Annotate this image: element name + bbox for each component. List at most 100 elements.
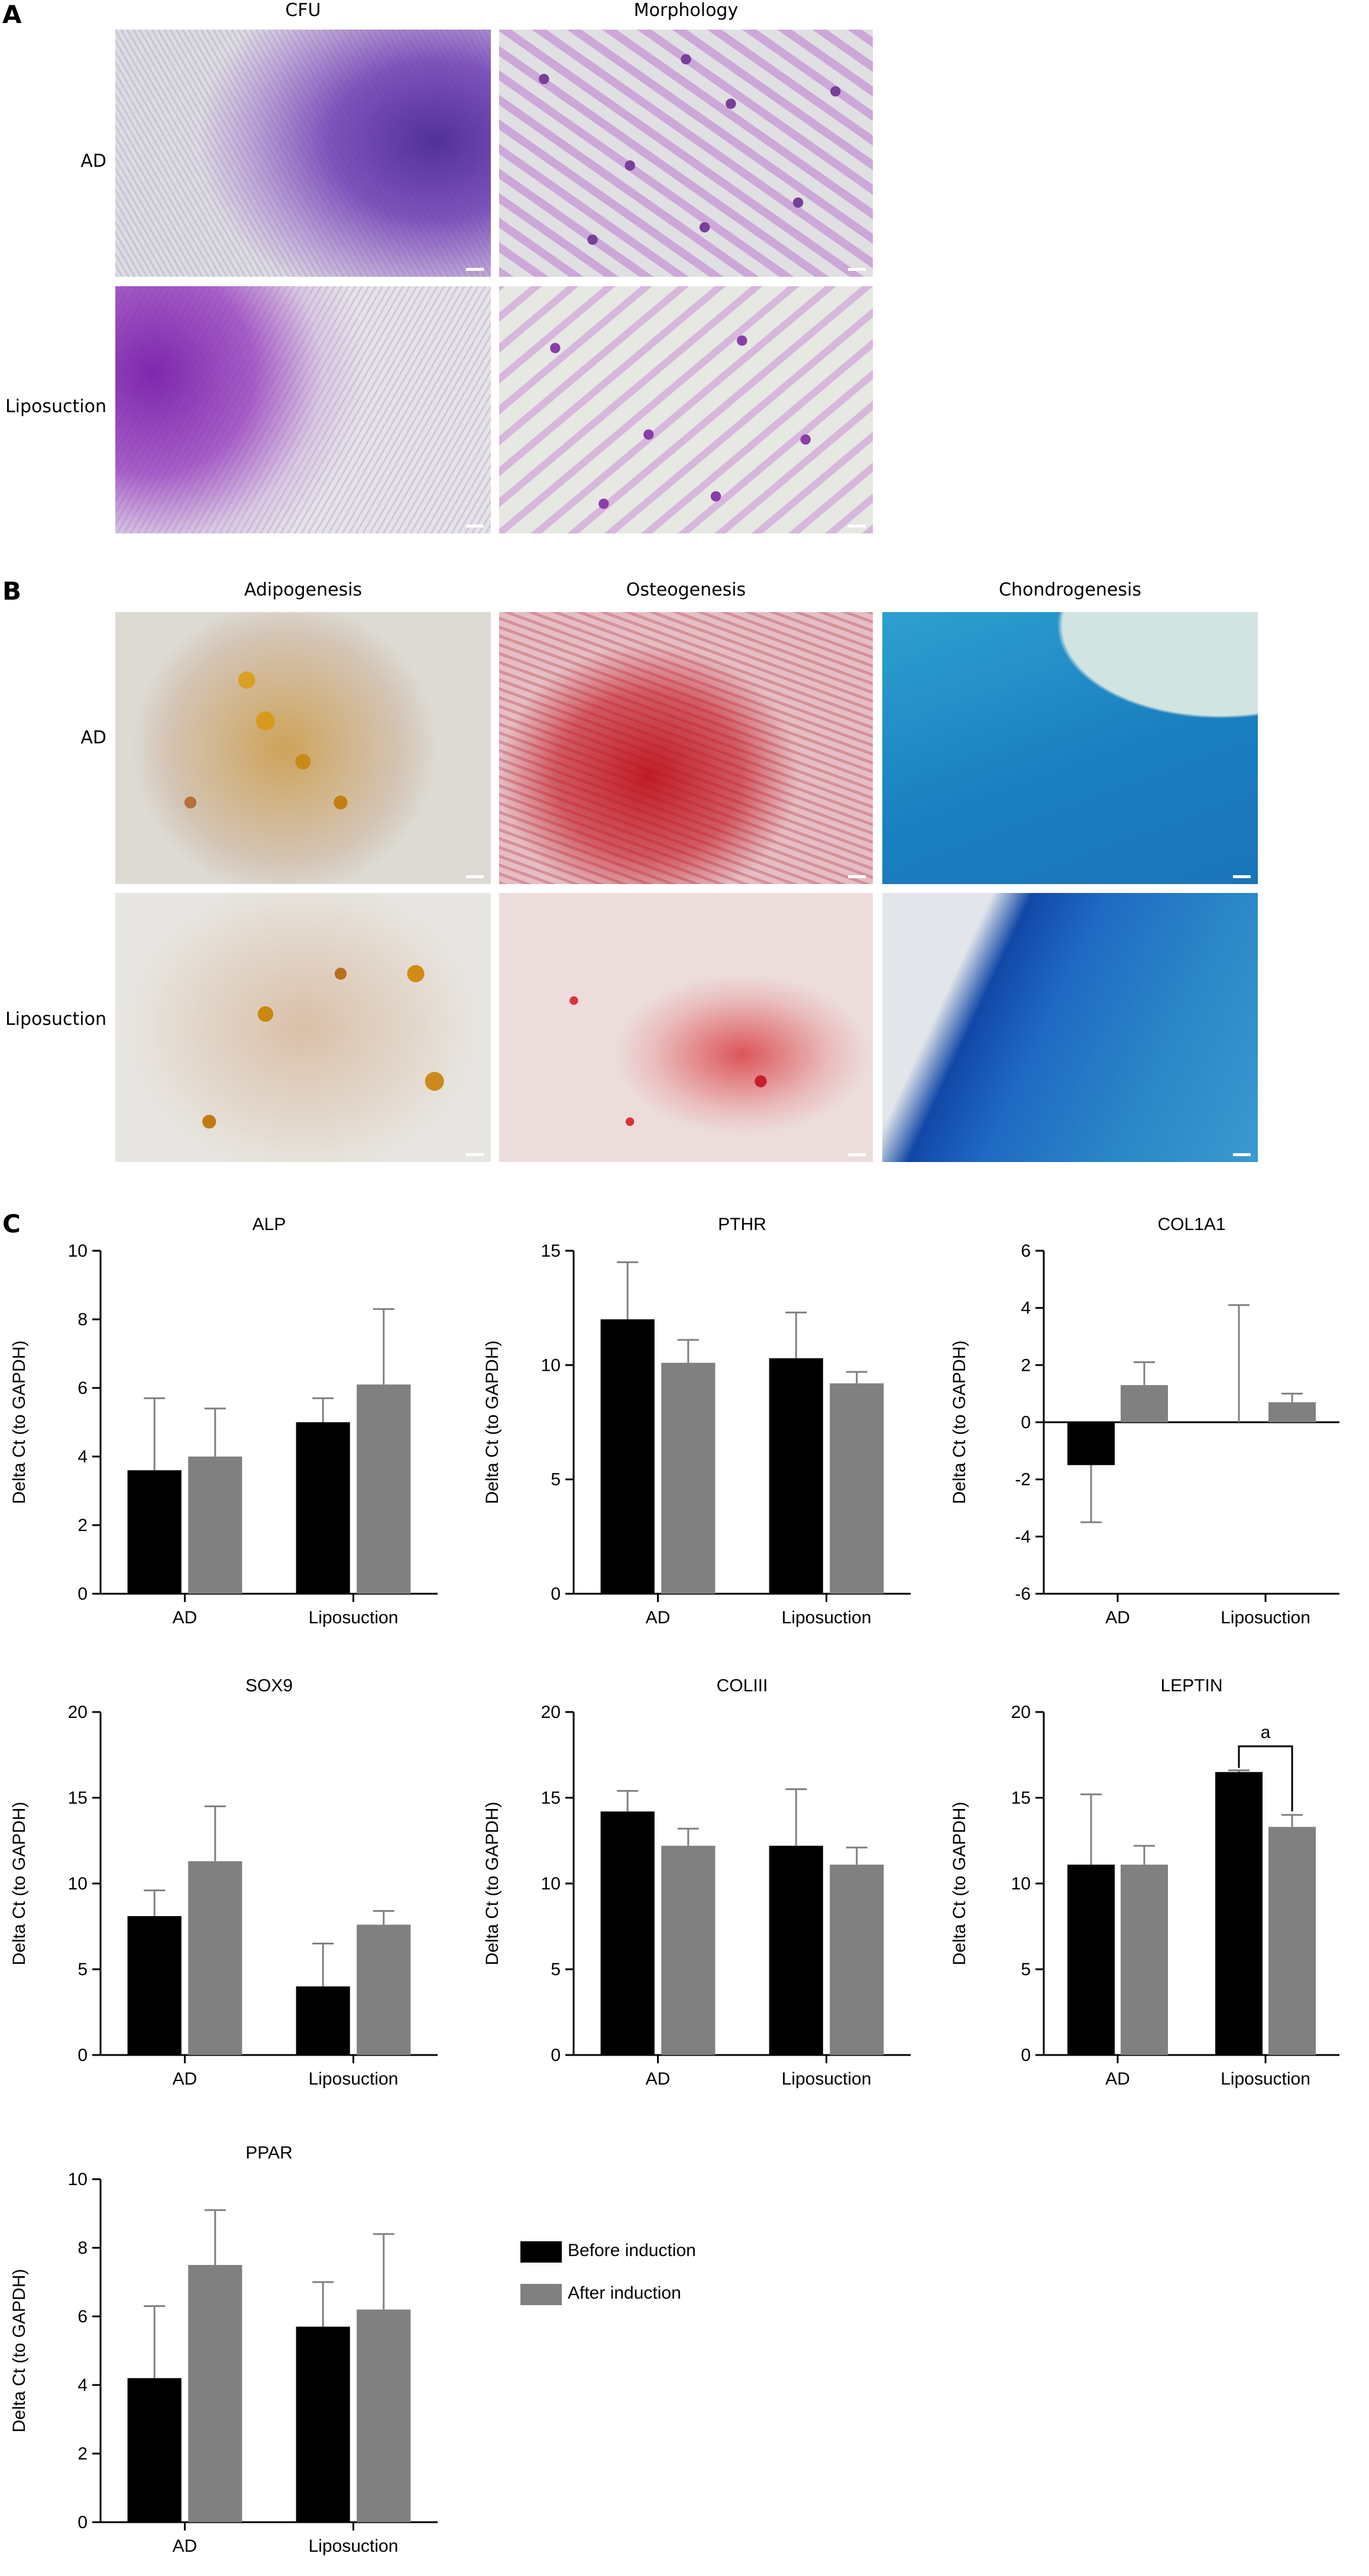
scale-bar	[466, 875, 484, 878]
bar-before	[1215, 1772, 1263, 2055]
x-tick-label: Liposuction	[309, 2069, 399, 2089]
y-tick-label: 6	[1021, 1241, 1031, 1261]
column-title-adipogenesis: Adipogenesis	[244, 580, 363, 600]
chart-title: PTHR	[718, 1215, 766, 1234]
bar-after	[357, 2309, 411, 2522]
scale-bar	[848, 268, 866, 271]
y-tick-label: -4	[1015, 1527, 1031, 1546]
y-tick-label: 0	[551, 1584, 561, 1604]
legend-item-after: After induction	[520, 2281, 816, 2310]
x-tick-label: AD	[173, 2536, 198, 2556]
y-tick-label: 4	[77, 1447, 88, 1467]
bar-after	[188, 2265, 242, 2522]
osteogenesis-liposuction-micrograph	[499, 893, 873, 1162]
chart-title: ALP	[253, 1215, 286, 1234]
bar-after	[1121, 1865, 1168, 2055]
y-tick-label: 4	[1021, 1299, 1031, 1318]
y-tick-label: 0	[77, 2513, 88, 2532]
cfu-liposuction-micrograph	[115, 286, 491, 533]
legend-swatch-before	[520, 2241, 562, 2263]
column-title-chondrogenesis: Chondrogenesis	[999, 580, 1141, 600]
morphology-liposuction-micrograph	[499, 286, 873, 533]
adipogenesis-liposuction-micrograph	[115, 893, 491, 1162]
chart-alp: ALP Delta Ct (to GAPDH) 0 2 4 6 8 10 AD Liposucti…	[9, 1215, 438, 1627]
significance-bracket	[1238, 1745, 1293, 1811]
column-title-cfu: CFU	[285, 0, 321, 21]
y-tick-label: 15	[1011, 1788, 1031, 1808]
x-tick-label: AD	[173, 1608, 198, 1627]
y-tick-label: 0	[1021, 1413, 1031, 1432]
adipogenesis-ad-micrograph	[115, 612, 491, 884]
y-axis-label: Delta Ct (to GAPDH)	[9, 2269, 29, 2433]
y-tick-label: 5	[551, 1960, 561, 1979]
y-axis-label: Delta Ct (to GAPDH)	[9, 1802, 29, 1966]
bar-after	[830, 1383, 884, 1594]
x-tick-label: Liposuction	[782, 2069, 872, 2089]
y-tick-label: 0	[1021, 2046, 1031, 2065]
bar-before	[296, 2326, 350, 2522]
bar-before	[296, 1422, 350, 1594]
osteogenesis-ad-micrograph	[499, 612, 873, 884]
y-tick-label: 10	[68, 1874, 88, 1894]
x-tick-label: Liposuction	[309, 1608, 399, 1627]
bar-after	[661, 1363, 716, 1594]
chart-title: LEPTIN	[1160, 1676, 1222, 1695]
bar-before	[1067, 1422, 1115, 1465]
y-tick-label: 5	[77, 1960, 88, 1979]
x-tick-label: Liposuction	[1221, 2069, 1310, 2089]
x-tick-label: Liposuction	[309, 2536, 399, 2556]
y-tick-label: 5	[1021, 1960, 1031, 1979]
bar-before	[296, 1986, 350, 2055]
y-axis-label: Delta Ct (to GAPDH)	[483, 1802, 502, 1966]
chart-sox9: SOX9 Delta Ct (to GAPDH) 0 5 10 15 20 AD Liposuc…	[9, 1676, 438, 2089]
bar-after	[357, 1924, 411, 2055]
y-tick-label: 15	[541, 1788, 561, 1808]
scale-bar	[848, 525, 866, 528]
panel-label-a: A	[2, 0, 22, 29]
scale-bar	[848, 875, 866, 878]
y-axis-label: Delta Ct (to GAPDH)	[950, 1802, 969, 1966]
y-tick-label: 0	[551, 2046, 561, 2065]
y-tick-label: 5	[551, 1470, 561, 1490]
y-tick-label: 15	[541, 1241, 561, 1261]
y-tick-label: 2	[1021, 1355, 1031, 1375]
significance-label: a	[1261, 1723, 1271, 1742]
scale-bar	[466, 1153, 484, 1156]
bar-after	[357, 1384, 411, 1594]
y-tick-label: 6	[77, 2307, 88, 2326]
chart-coliii: COLIII Delta Ct (to GAPDH) 0 5 10 15 20 AD Lipos…	[483, 1676, 911, 2089]
scale-bar	[848, 1153, 866, 1156]
y-tick-label: 6	[77, 1378, 88, 1398]
y-axis-label: Delta Ct (to GAPDH)	[483, 1341, 502, 1504]
row-label-liposuction: Liposuction	[5, 396, 106, 417]
legend-label-before: Before induction	[568, 2241, 696, 2260]
bar-before	[127, 1916, 182, 2055]
y-tick-label: -6	[1015, 1584, 1031, 1604]
bar-before	[600, 1811, 655, 2055]
x-tick-label: Liposuction	[1221, 1608, 1310, 1627]
chart-title: SOX9	[245, 1676, 293, 1695]
x-tick-label: AD	[173, 2069, 198, 2089]
y-tick-label: 8	[77, 2238, 88, 2258]
x-tick-label: AD	[646, 1608, 671, 1627]
column-title-osteogenesis: Osteogenesis	[626, 580, 746, 600]
y-tick-label: 10	[541, 1874, 561, 1894]
panel-label-c: C	[2, 1209, 21, 1238]
y-tick-label: 2	[77, 2444, 88, 2464]
x-tick-label: AD	[1105, 1608, 1130, 1627]
chart-leptin: LEPTIN Delta Ct (to GAPDH) 0 5 10 15 20 AD Lipos…	[950, 1676, 1339, 2089]
legend-label-after: After induction	[568, 2283, 681, 2303]
bar-before	[1067, 1865, 1115, 2055]
x-tick-label: AD	[646, 2069, 671, 2089]
chondrogenesis-liposuction-micrograph	[882, 893, 1258, 1162]
chart-col1a1: COL1A1 Delta Ct (to GAPDH) -6 -4 -2 0 2 4 6 AD Lip…	[950, 1215, 1339, 1627]
row-label-liposuction: Liposuction	[5, 1009, 106, 1030]
scale-bar	[466, 268, 484, 271]
y-tick-label: 0	[77, 1584, 88, 1604]
y-tick-label: 20	[68, 1703, 88, 1722]
chart-title: COL1A1	[1157, 1215, 1225, 1234]
legend-swatch-after	[520, 2284, 562, 2305]
y-tick-label: 10	[68, 1241, 88, 1261]
bar-before	[127, 2378, 182, 2522]
chart-pthr: PTHR Delta Ct (to GAPDH) 0 5 10 15 AD Liposucti…	[483, 1215, 911, 1627]
